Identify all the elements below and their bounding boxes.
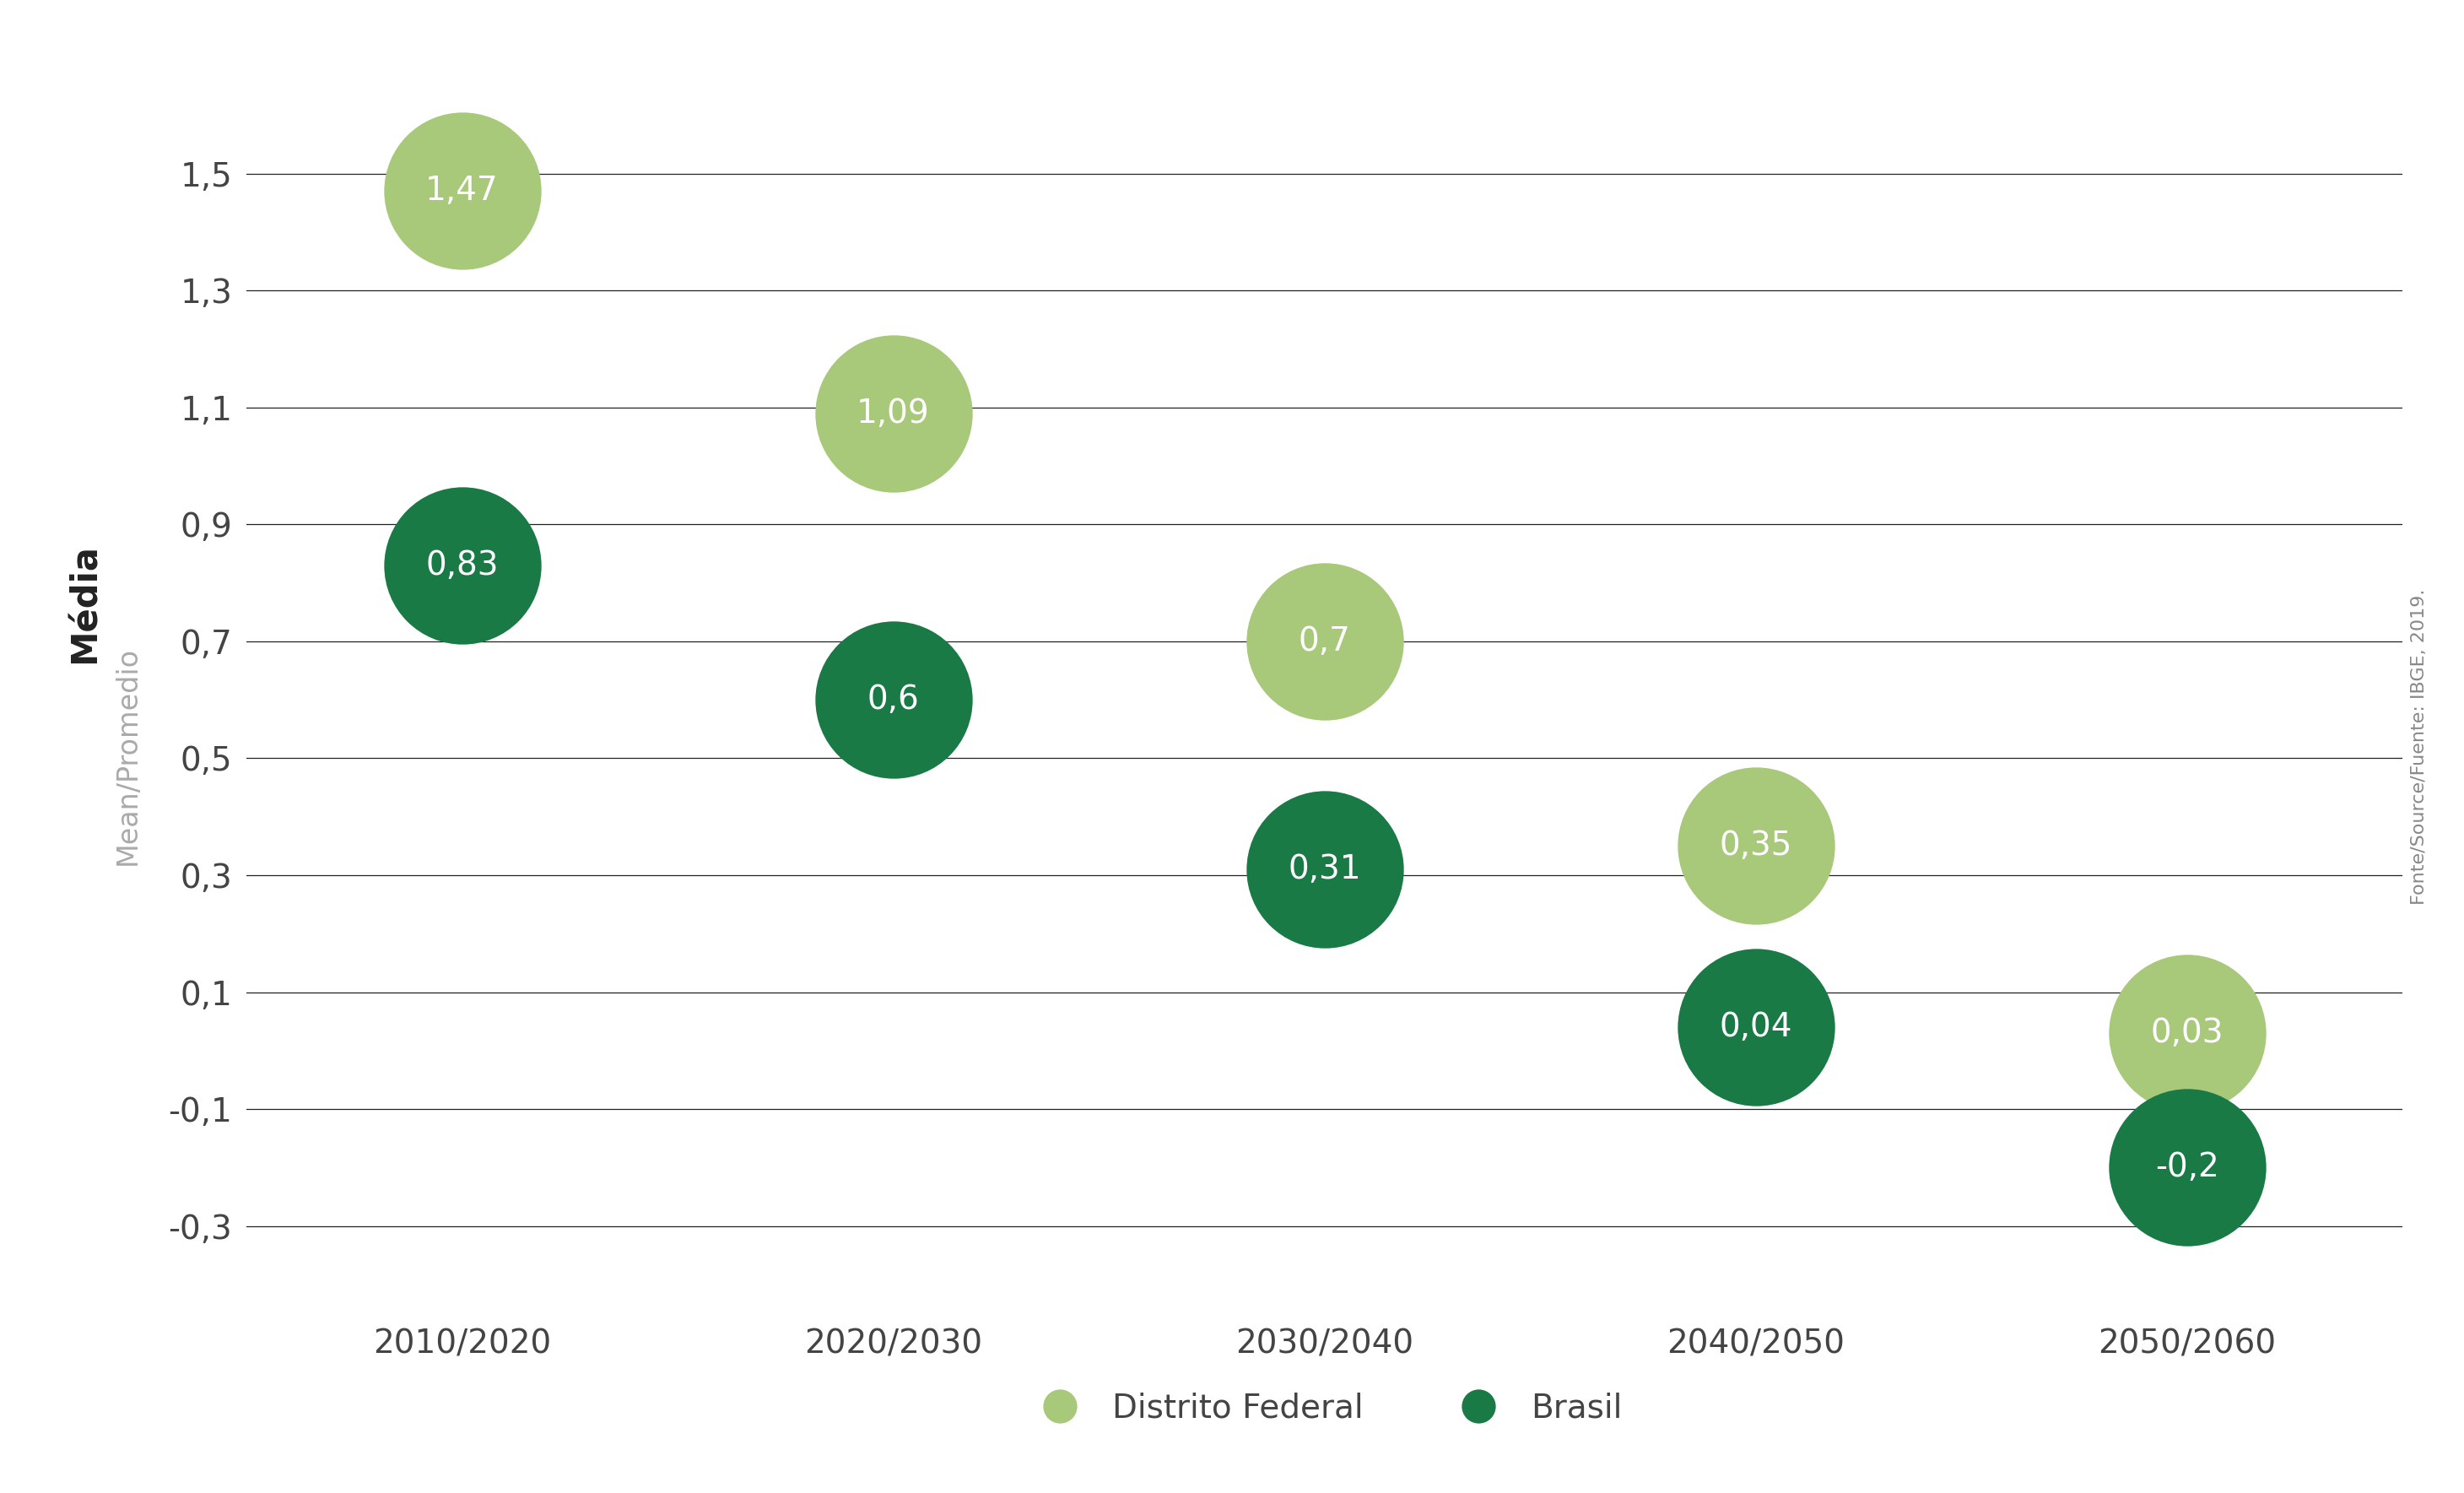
Point	[2168, 1156, 2208, 1179]
Point	[872, 688, 912, 712]
Point	[872, 402, 912, 426]
Point	[2168, 1021, 2208, 1045]
Text: 0,7: 0,7	[1299, 626, 1350, 657]
Point	[1735, 1015, 1774, 1039]
Text: Mean/Promedio: Mean/Promedio	[113, 646, 143, 864]
Text: 0,35: 0,35	[1720, 830, 1791, 861]
Text: 0,31: 0,31	[1289, 854, 1360, 885]
Text: 1,09: 1,09	[857, 397, 929, 430]
Text: 1,47: 1,47	[426, 175, 498, 208]
Text: Média: Média	[67, 543, 103, 663]
Text: Fonte/Source/Fuente: IBGE, 2019.: Fonte/Source/Fuente: IBGE, 2019.	[2412, 588, 2427, 905]
Point	[1306, 630, 1345, 654]
Text: 0,6: 0,6	[867, 684, 919, 715]
Text: -0,2: -0,2	[2156, 1151, 2218, 1184]
Legend: Distrito Federal, Brasil: Distrito Federal, Brasil	[1013, 1378, 1636, 1438]
Point	[444, 179, 483, 203]
Point	[444, 554, 483, 578]
Point	[1306, 857, 1345, 881]
Text: 0,04: 0,04	[1720, 1011, 1791, 1044]
Text: 0,83: 0,83	[426, 549, 498, 581]
Point	[1735, 835, 1774, 858]
Text: 0,03: 0,03	[2151, 1017, 2223, 1050]
